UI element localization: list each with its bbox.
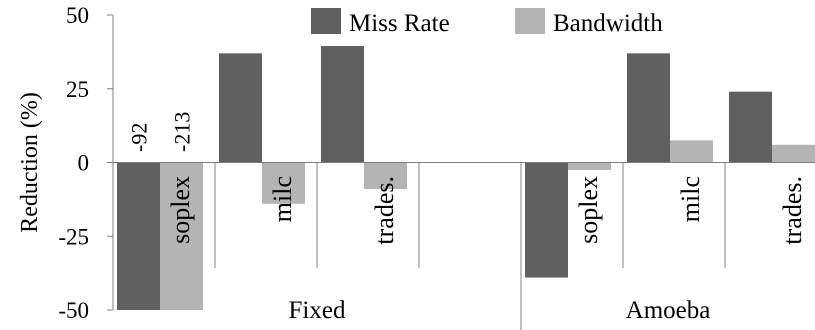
legend: Miss Rate Bandwidth [311, 8, 663, 37]
bar-bandwidth [670, 140, 713, 163]
bars [117, 45, 815, 310]
legend-swatch [515, 8, 545, 34]
bar-miss-rate [117, 162, 160, 310]
y-axis-title: Reduction (%) [17, 92, 43, 233]
bar-bandwidth [772, 144, 815, 163]
category-label: trades. [778, 176, 807, 245]
group-label: Fixed [289, 297, 346, 324]
bar-labels: -92 -213 [127, 112, 195, 152]
y-tick-label: 50 [66, 3, 89, 28]
bar-miss-rate [321, 45, 364, 163]
data-label: -213 [170, 112, 195, 152]
legend-swatch [311, 8, 341, 34]
bar-miss-rate [525, 162, 568, 278]
category-label: milc [676, 176, 705, 222]
y-tick-label: -25 [58, 224, 89, 249]
y-tick-label: 0 [78, 151, 90, 176]
y-tick-label: -50 [58, 298, 89, 323]
bar-miss-rate [729, 91, 772, 163]
bar-bandwidth [364, 162, 407, 190]
category-label: trades. [370, 176, 399, 245]
legend-label: Miss Rate [349, 10, 450, 37]
bar-bandwidth [160, 162, 203, 310]
group-label: Amoeba [626, 297, 711, 324]
category-label: soplex [166, 176, 195, 244]
bar-miss-rate [627, 53, 670, 163]
legend-label: Bandwidth [553, 10, 663, 37]
data-label: -92 [127, 123, 152, 152]
y-axis: 50 25 0 -25 -50 Reduction (%) [17, 3, 114, 323]
bar-miss-rate [219, 53, 262, 163]
y-tick-label: 25 [66, 77, 89, 102]
category-label: soplex [574, 176, 603, 244]
category-label: milc [268, 176, 297, 222]
x-axis: Fixed Amoeba soplex milc trades. soplex milc tr… [113, 162, 815, 330]
bar-bandwidth [568, 162, 611, 170]
bar-bandwidth [262, 162, 305, 204]
